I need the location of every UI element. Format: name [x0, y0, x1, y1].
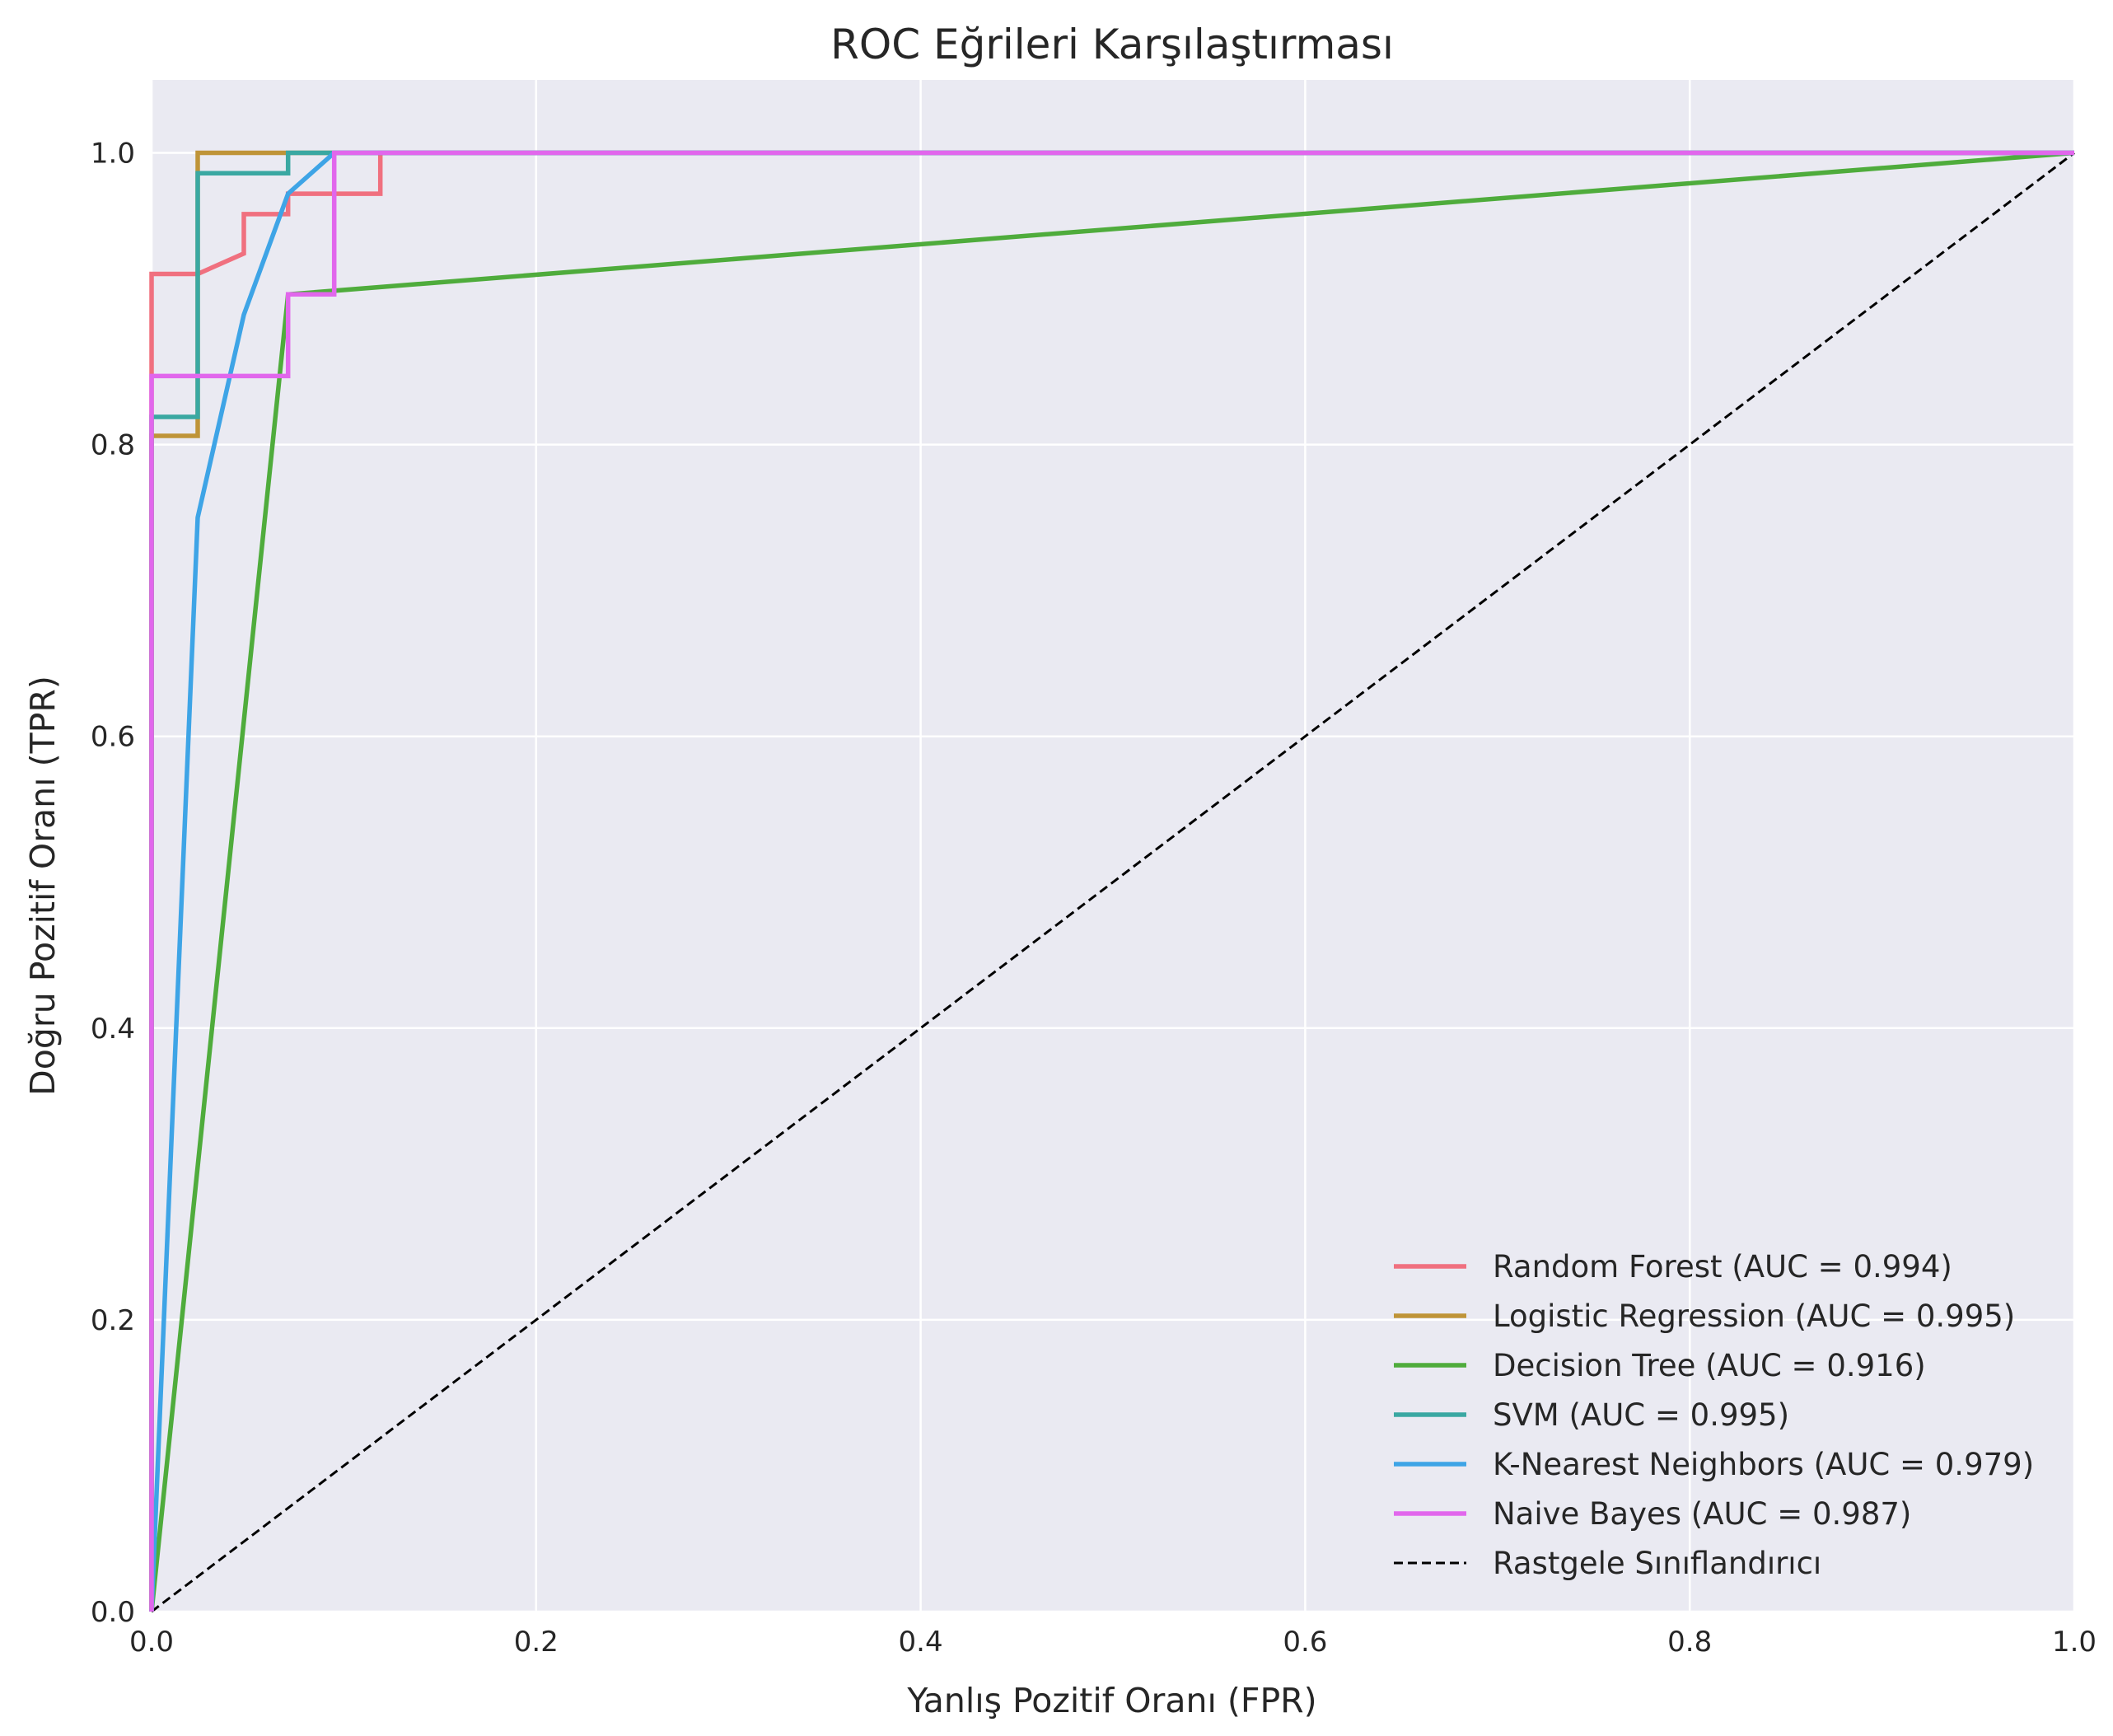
x-axis-label: Yanlış Pozitif Oranı (FPR)	[906, 1681, 1316, 1720]
legend-label: Random Forest (AUC = 0.994)	[1493, 1249, 1952, 1284]
y-tick-label: 0.4	[91, 1013, 135, 1046]
x-tick-label: 1.0	[2052, 1626, 2097, 1659]
y-axis-label: Doğru Pozitif Oranı (TPR)	[23, 676, 63, 1096]
x-tick-label: 0.2	[514, 1626, 559, 1659]
series-lines	[149, 150, 2075, 1613]
x-tick-label: 0.0	[129, 1626, 174, 1659]
y-tick-label: 1.0	[91, 138, 135, 171]
grid-lines	[150, 80, 2076, 1613]
legend-label: Decision Tree (AUC = 0.916)	[1493, 1348, 1926, 1383]
series-line-0	[149, 150, 2074, 1612]
y-tick-label: 0.8	[91, 429, 135, 462]
legend-label: K-Nearest Neighbors (AUC = 0.979)	[1493, 1447, 2034, 1482]
y-tick-label: 0.2	[91, 1304, 135, 1337]
legend-label: Naive Bayes (AUC = 0.987)	[1493, 1496, 1911, 1532]
legend-label: Rastgele Sınıflandırıcı	[1493, 1546, 1821, 1581]
y-tick-label: 0.0	[91, 1596, 135, 1629]
legend-label: Logistic Regression (AUC = 0.995)	[1493, 1298, 2015, 1334]
legend-label: SVM (AUC = 0.995)	[1493, 1397, 1789, 1433]
axis-ticks: 0.0 0.2 0.4 0.6 0.8 1.0 0.0 0.2 0.4 0.6 0.8 1.0	[91, 138, 2097, 1659]
chart-title: ROC Eğrileri Karşılaştırması	[830, 21, 1394, 68]
x-tick-label: 0.8	[1667, 1626, 1712, 1659]
y-tick-label: 0.6	[91, 721, 135, 754]
plot-background	[152, 80, 2074, 1612]
series-line-5	[149, 150, 2074, 1612]
x-tick-label: 0.4	[899, 1626, 943, 1659]
legend: Random Forest (AUC = 0.994) Logistic Regr…	[1394, 1249, 2034, 1581]
series-line-6	[151, 152, 2075, 1613]
x-tick-label: 0.6	[1283, 1626, 1327, 1659]
